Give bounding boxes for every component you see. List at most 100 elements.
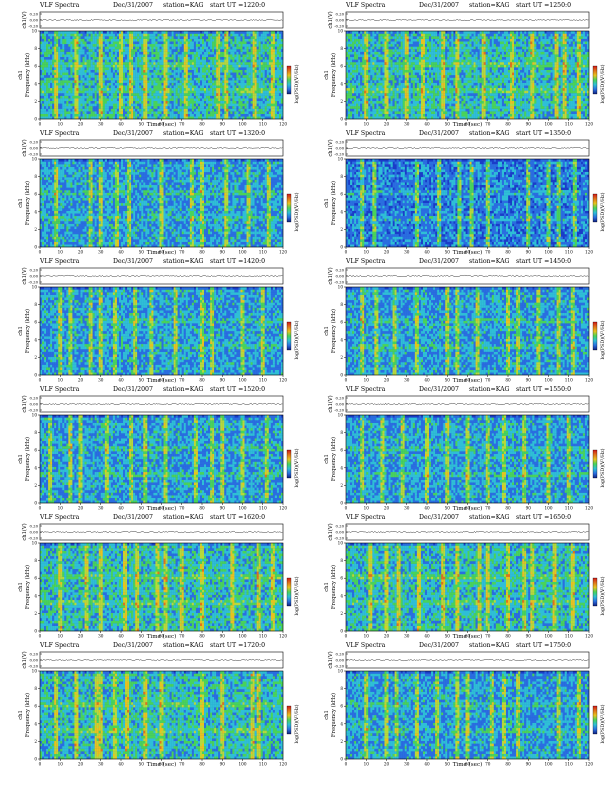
- time-tick-label: 40: [424, 122, 430, 127]
- waveform-frame: [39, 267, 284, 285]
- time-tick-label: 30: [404, 634, 410, 639]
- time-tick-label: 110: [565, 122, 573, 127]
- panel-station: station=KAG: [163, 642, 204, 649]
- colorbar: [592, 577, 598, 607]
- colorbar-label: log(PSD)(V²/Hz): [599, 192, 606, 231]
- time-tick-label: 120: [585, 634, 593, 639]
- time-tick-label: 70: [485, 378, 491, 383]
- waveform-tick-label: -0.20: [28, 535, 38, 540]
- frequency-tick-label: 2: [34, 227, 37, 232]
- frequency-axis-label-ch: ch1: [324, 70, 330, 80]
- time-tick-label: 0: [39, 122, 42, 127]
- time-tick-label: 90: [220, 506, 226, 511]
- waveform-tick-label: -0.20: [28, 151, 38, 156]
- time-tick-label: 0: [345, 122, 348, 127]
- time-tick-label: 120: [279, 378, 287, 383]
- waveform-tick-label: 0.00: [336, 273, 345, 278]
- waveform-tick-label: 0.20: [30, 395, 39, 400]
- time-tick-label: 60: [159, 250, 165, 255]
- waveform-trace: [345, 658, 589, 662]
- waveform-tick-label: 0.00: [336, 529, 345, 534]
- panel-title: VLF Spectra: [40, 130, 79, 137]
- frequency-tick-label: 4: [34, 721, 37, 726]
- time-tick-label: 40: [424, 762, 430, 767]
- waveform-trace: [39, 530, 283, 534]
- waveform-tick-label: -0.20: [28, 663, 38, 668]
- waveform-trace: [345, 530, 589, 534]
- frequency-tick-label: 8: [340, 46, 343, 51]
- spectrogram-heatmap: [346, 671, 590, 760]
- time-tick-label: 40: [424, 250, 430, 255]
- frequency-tick-label: 8: [340, 686, 343, 691]
- time-tick-label: 20: [78, 506, 84, 511]
- panel-date: Dec/31/2007: [419, 514, 459, 521]
- spectrogram-panel: VLF Spectra Dec/31/2007 station=KAG start U…: [306, 256, 612, 384]
- time-tick-label: 50: [445, 762, 451, 767]
- frequency-tick-label: 0: [340, 629, 343, 634]
- time-tick-label: 100: [239, 378, 247, 383]
- frequency-tick-label: 4: [340, 465, 343, 470]
- colorbar-label: log(PSD)(V²/Hz): [293, 704, 300, 743]
- time-tick-label: 100: [239, 634, 247, 639]
- waveform-tick-label: -0.20: [334, 663, 344, 668]
- frequency-axis-label: Frequency (kHz): [24, 565, 31, 609]
- frequency-axis-label-ch: ch1: [324, 710, 330, 720]
- time-tick-label: 70: [485, 762, 491, 767]
- time-tick-label: 10: [364, 634, 370, 639]
- panel-station: station=KAG: [469, 386, 510, 393]
- time-tick-label: 90: [526, 378, 532, 383]
- frequency-tick-label: 4: [34, 209, 37, 214]
- time-tick-label: 120: [585, 378, 593, 383]
- spectrogram-panel: VLF Spectra Dec/31/2007 station=KAG start U…: [306, 384, 612, 512]
- panel-date: Dec/31/2007: [419, 642, 459, 649]
- frequency-tick-label: 2: [34, 611, 37, 616]
- spectrogram-panel: VLF Spectra Dec/31/2007 station=KAG start U…: [0, 512, 306, 640]
- colorbar: [286, 449, 292, 479]
- panel-station: station=KAG: [163, 514, 204, 521]
- colorbar-label: log(PSD)(V²/Hz): [293, 576, 300, 615]
- frequency-axis-label-ch: ch1: [324, 326, 330, 336]
- colorbar: [592, 65, 598, 95]
- frequency-axis-label-ch: ch1: [18, 70, 24, 80]
- time-tick-label: 10: [364, 378, 370, 383]
- waveform-trace: [345, 146, 589, 150]
- time-tick-label: 80: [505, 634, 511, 639]
- frequency-tick-label: 6: [34, 320, 37, 325]
- panel-start-time: start UT =1220:0: [210, 2, 265, 9]
- frequency-tick-label: 6: [340, 192, 343, 197]
- time-tick-label: 100: [239, 762, 247, 767]
- time-tick-label: 80: [199, 378, 205, 383]
- spectrogram-heatmap: [346, 287, 590, 376]
- waveform-tick-label: 0.20: [336, 523, 345, 528]
- frequency-tick-label: 0: [340, 757, 343, 762]
- panel-title: VLF Spectra: [346, 130, 385, 137]
- waveform-tick-label: 0.20: [30, 523, 39, 528]
- time-tick-label: 120: [279, 762, 287, 767]
- spectrogram-heatmap: [346, 31, 590, 120]
- time-tick-label: 60: [159, 122, 165, 127]
- colorbar-label: log(PSD)(V²/Hz): [599, 320, 606, 359]
- panel-title: VLF Spectra: [40, 386, 79, 393]
- colorbar-label: log(PSD)(V²/Hz): [293, 64, 300, 103]
- time-tick-label: 60: [465, 250, 471, 255]
- panel-start-time: start UT =1750:0: [516, 642, 571, 649]
- time-tick-label: 50: [445, 378, 451, 383]
- spectrogram-panel: VLF Spectra Dec/31/2007 station=KAG start U…: [0, 256, 306, 384]
- panel-date: Dec/31/2007: [113, 2, 153, 9]
- waveform-axis-label: ch1(V): [21, 267, 28, 284]
- time-tick-label: 30: [404, 506, 410, 511]
- frequency-tick-label: 8: [34, 46, 37, 51]
- frequency-tick-label: 0: [340, 501, 343, 506]
- frequency-tick-label: 10: [32, 285, 38, 290]
- frequency-tick-label: 10: [32, 541, 38, 546]
- panel-date: Dec/31/2007: [113, 642, 153, 649]
- time-tick-label: 120: [585, 250, 593, 255]
- time-tick-label: 70: [179, 250, 185, 255]
- colorbar: [592, 193, 598, 223]
- time-tick-label: 110: [259, 506, 267, 511]
- frequency-axis-label-ch: ch1: [324, 582, 330, 592]
- panel-start-time: start UT =1720:0: [210, 642, 265, 649]
- time-tick-label: 120: [585, 762, 593, 767]
